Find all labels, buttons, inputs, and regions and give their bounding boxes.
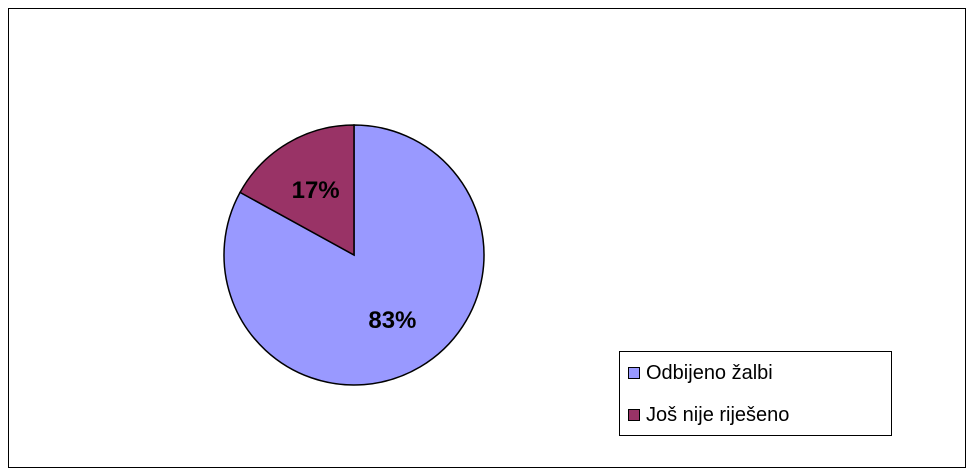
legend-item-1: Još nije riješeno [628, 400, 789, 430]
legend-swatch-0 [628, 367, 640, 379]
chart-frame: 83% 17% Odbijeno žalbi Još nije riješeno [8, 8, 966, 468]
pie-slice-1 [239, 124, 355, 257]
legend-item-0: Odbijeno žalbi [628, 358, 773, 388]
legend-label-1: Još nije riješeno [646, 403, 790, 426]
pie-slice-label-1: 17% [292, 177, 340, 204]
pie-slice-0 [223, 124, 485, 386]
legend-label-0: Odbijeno žalbi [646, 361, 773, 384]
legend-swatch-1 [628, 409, 640, 421]
pie-slice-label-0: 83% [368, 307, 416, 334]
chart-legend: Odbijeno žalbi Još nije riješeno [619, 351, 892, 436]
pie-chart: 83% 17% [223, 124, 485, 386]
